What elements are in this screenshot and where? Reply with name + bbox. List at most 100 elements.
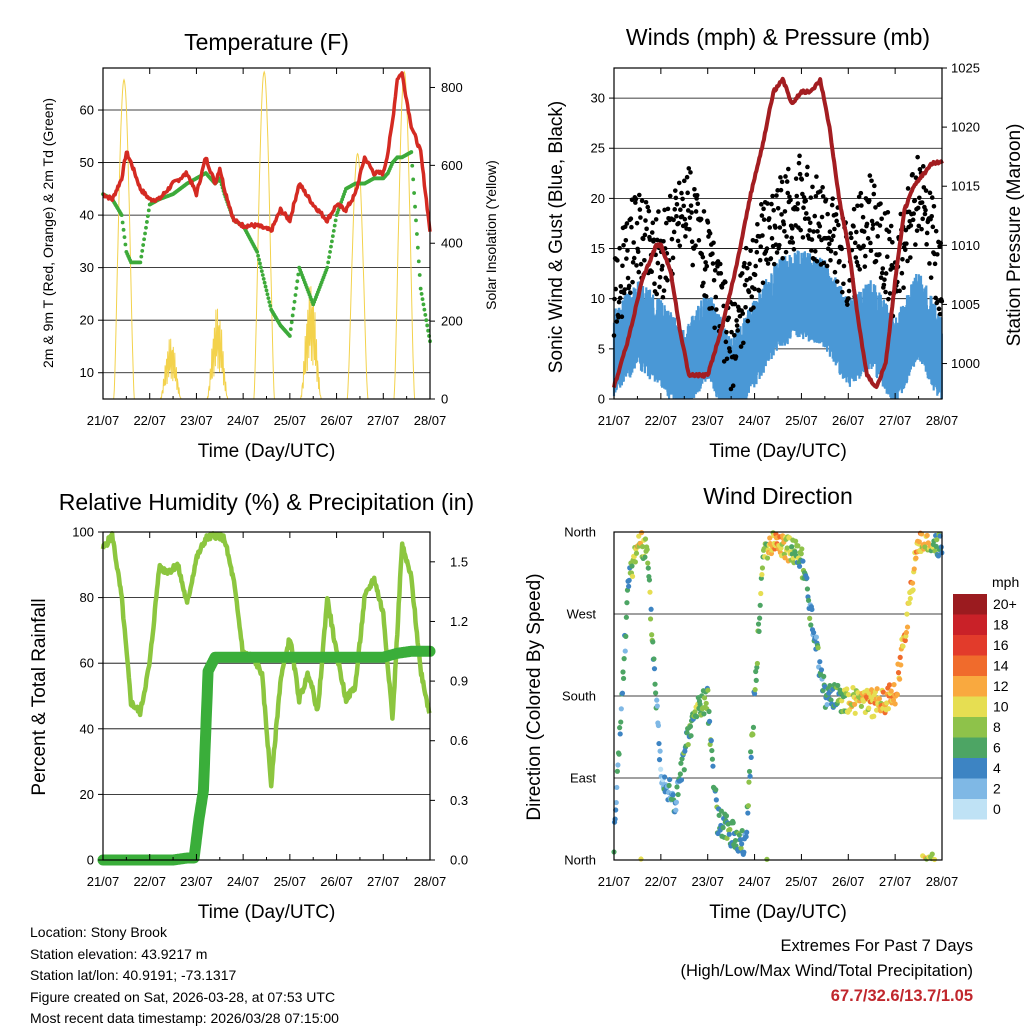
gust-point: [814, 258, 820, 264]
direction-point: [745, 810, 751, 816]
gust-point: [796, 160, 802, 166]
gust-point: [855, 263, 861, 268]
gust-point: [919, 226, 924, 232]
gust-point: [637, 207, 643, 212]
direction-point: [662, 774, 668, 780]
direction-point: [620, 675, 627, 682]
gust-point: [745, 318, 751, 324]
gust-point: [628, 290, 633, 296]
gust-point: [630, 260, 636, 265]
gust-point: [674, 202, 680, 207]
direction-point: [898, 662, 904, 668]
colorbar-swatch: [953, 594, 987, 615]
gust-point: [695, 201, 701, 207]
direction-point: [886, 682, 893, 688]
gust-point: [701, 280, 706, 286]
gust-point: [640, 236, 646, 242]
humidity-line: [100, 531, 432, 789]
solar-insolation-peak: [253, 70, 275, 400]
gust-point: [624, 256, 629, 261]
x-tick-label: 26/07: [832, 413, 865, 428]
gust-point: [743, 245, 749, 251]
gust-point: [891, 265, 896, 270]
direction-point: [835, 682, 841, 689]
gust-point: [866, 198, 872, 203]
gust-point: [841, 281, 846, 287]
gust-point: [622, 287, 627, 292]
direction-point: [821, 673, 827, 679]
gust-point: [661, 238, 666, 244]
dewpoint-point: [141, 243, 146, 247]
gust-point: [636, 269, 642, 275]
direction-point: [706, 718, 713, 724]
x-tick-label: 24/07: [227, 413, 260, 428]
dewpoint-point: [420, 297, 425, 302]
direction-point: [874, 686, 880, 692]
gust-point: [785, 190, 791, 196]
gust-point: [834, 279, 840, 284]
gust-point: [676, 220, 681, 226]
direction-point: [755, 621, 762, 627]
direction-point: [815, 645, 821, 651]
x-axis-title: Time (Day/UTC): [709, 902, 847, 923]
direction-point: [636, 533, 642, 539]
dewpoint-point: [422, 307, 427, 312]
colorbar-label: 0: [993, 801, 1001, 817]
y-tick-label: West: [567, 607, 597, 622]
gust-point: [903, 227, 909, 233]
direction-point: [746, 779, 752, 785]
dewpoint-point: [413, 204, 417, 209]
plot-frame-2: [102, 531, 431, 861]
gust-point: [646, 208, 652, 214]
direction-point: [897, 654, 903, 660]
gust-point: [700, 254, 706, 260]
gust-point: [812, 213, 818, 219]
gust-point: [798, 227, 803, 233]
gust-point: [807, 220, 813, 226]
colorbar-swatch: [953, 799, 987, 820]
gust-point: [823, 197, 829, 202]
gust-point: [885, 210, 891, 215]
direction-point: [632, 559, 638, 565]
gust-point: [848, 235, 854, 241]
gust-point: [621, 242, 626, 248]
gust-point: [830, 196, 836, 201]
y-axis-title-direction: Direction (Colored By Speed): [524, 573, 545, 820]
gust-point: [625, 275, 631, 281]
direction-point: [804, 575, 810, 581]
gust-point: [771, 207, 776, 213]
gust-point: [665, 277, 670, 283]
gust-point: [747, 261, 752, 267]
gust-point: [905, 258, 910, 264]
gust-point: [878, 201, 883, 206]
direction-point: [894, 691, 900, 698]
dewpoint-point: [263, 284, 268, 289]
direction-point: [644, 546, 650, 553]
gust-point: [753, 238, 759, 244]
plot-frame-3: [613, 531, 943, 861]
gust-point: [797, 171, 803, 177]
direction-point: [758, 590, 764, 597]
direction-point: [654, 703, 660, 709]
gust-point: [654, 291, 660, 297]
dewpoint-point: [332, 223, 337, 228]
gust-point: [692, 186, 697, 192]
direction-point: [903, 629, 909, 636]
direction-point: [626, 577, 632, 583]
gust-point: [688, 170, 693, 175]
x-tick-label: 26/07: [320, 413, 353, 428]
direction-point: [633, 550, 640, 556]
gust-point: [910, 171, 915, 177]
dewpoint-point: [267, 300, 272, 304]
dewpoint-point: [138, 260, 143, 265]
direction-point: [751, 691, 758, 697]
gust-point: [810, 184, 815, 190]
gust-point: [620, 263, 625, 269]
gust-point: [789, 235, 794, 241]
gust-point: [829, 237, 834, 243]
gust-point: [833, 212, 839, 217]
direction-point: [656, 740, 662, 747]
dewpoint-point: [123, 242, 128, 247]
gust-point: [851, 224, 856, 229]
dewpoint-point: [292, 299, 297, 304]
